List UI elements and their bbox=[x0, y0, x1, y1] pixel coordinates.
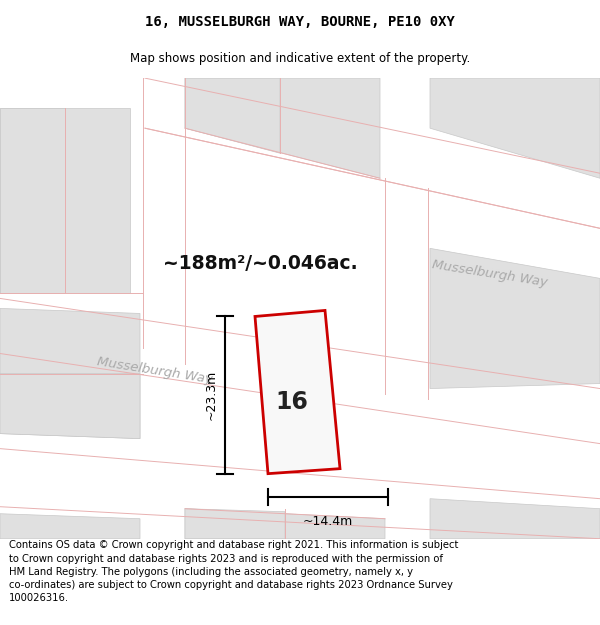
Polygon shape bbox=[0, 514, 140, 539]
Text: 16, MUSSELBURGH WAY, BOURNE, PE10 0XY: 16, MUSSELBURGH WAY, BOURNE, PE10 0XY bbox=[145, 15, 455, 29]
Polygon shape bbox=[0, 374, 140, 439]
Text: Musselburgh Way: Musselburgh Way bbox=[96, 355, 214, 386]
Polygon shape bbox=[0, 298, 600, 444]
Polygon shape bbox=[143, 78, 185, 354]
Polygon shape bbox=[430, 499, 600, 539]
Polygon shape bbox=[0, 108, 65, 293]
Text: ~188m²/~0.046ac.: ~188m²/~0.046ac. bbox=[163, 254, 358, 273]
Text: ~14.4m: ~14.4m bbox=[303, 515, 353, 528]
Text: Musselburgh Way: Musselburgh Way bbox=[431, 258, 549, 289]
Polygon shape bbox=[0, 108, 130, 293]
Polygon shape bbox=[185, 78, 380, 178]
Polygon shape bbox=[430, 78, 600, 178]
Polygon shape bbox=[185, 78, 280, 153]
Polygon shape bbox=[0, 308, 140, 439]
Polygon shape bbox=[145, 78, 600, 233]
Polygon shape bbox=[0, 449, 600, 539]
Polygon shape bbox=[385, 233, 425, 389]
Text: 16: 16 bbox=[275, 391, 308, 414]
Polygon shape bbox=[255, 311, 340, 474]
Polygon shape bbox=[185, 509, 385, 539]
Text: ~23.3m: ~23.3m bbox=[205, 370, 218, 420]
Text: Map shows position and indicative extent of the property.: Map shows position and indicative extent… bbox=[130, 52, 470, 65]
Polygon shape bbox=[185, 509, 285, 539]
Text: Contains OS data © Crown copyright and database right 2021. This information is : Contains OS data © Crown copyright and d… bbox=[9, 541, 458, 603]
Polygon shape bbox=[430, 248, 600, 389]
